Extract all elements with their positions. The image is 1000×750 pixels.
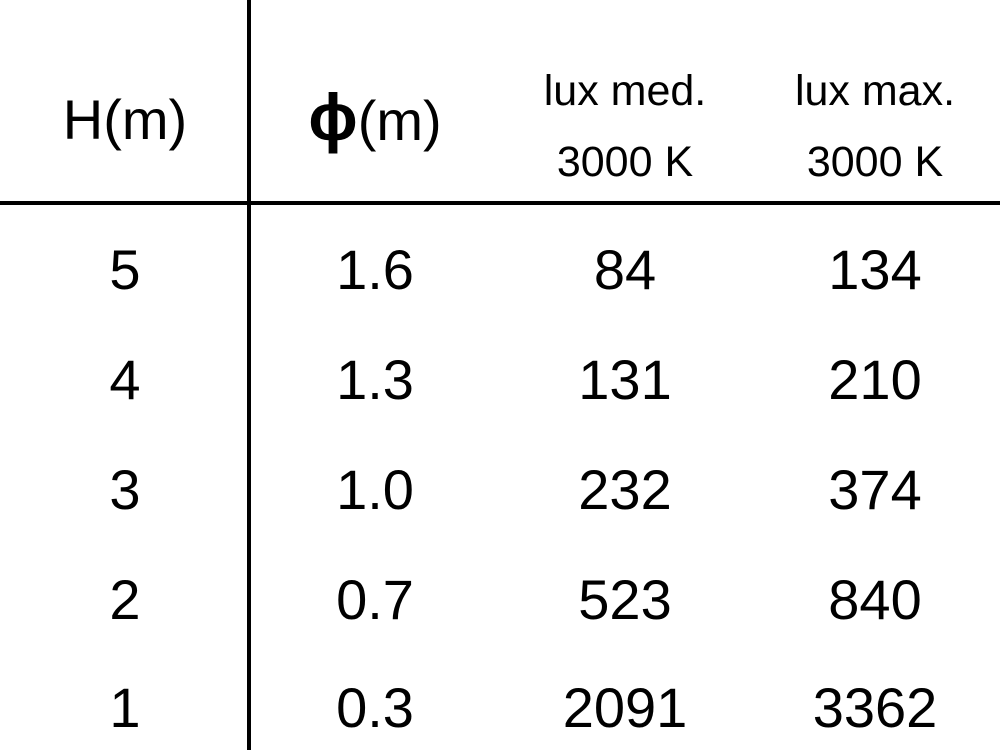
cell-lux-max: 210	[828, 348, 922, 411]
header-lux-max: lux max.	[794, 67, 956, 115]
cell-lux-med: 2091	[562, 676, 688, 739]
header-divider	[0, 201, 1000, 205]
header-lux-med: lux med.	[543, 67, 707, 115]
cell-lux-med: 232	[578, 458, 672, 521]
header-diameter-unit: (m)	[357, 89, 442, 152]
cell-height: 3	[109, 458, 141, 521]
cell-height: 4	[109, 348, 141, 411]
header-height: H(m)	[62, 88, 188, 151]
header-lux-max-temp: 3000 K	[806, 138, 944, 186]
cell-lux-med: 523	[578, 568, 672, 631]
cell-diameter: 1.3	[336, 348, 414, 411]
header-diameter: ϕ(m)	[250, 84, 500, 150]
phi-symbol: ϕ	[308, 80, 358, 154]
cell-lux-max: 374	[828, 458, 922, 521]
cell-height: 2	[109, 568, 141, 631]
cell-lux-med: 84	[593, 238, 657, 301]
header-lux-med-temp: 3000 K	[556, 138, 694, 186]
cell-diameter: 1.0	[336, 458, 414, 521]
cell-height: 5	[109, 238, 141, 301]
cell-lux-max: 134	[828, 238, 922, 301]
cell-diameter: 1.6	[336, 238, 414, 301]
cell-lux-med: 131	[578, 348, 672, 411]
cell-height: 1	[109, 676, 141, 739]
column-divider	[247, 0, 251, 750]
cell-diameter: 0.3	[336, 676, 414, 739]
cell-diameter: 0.7	[336, 568, 414, 631]
cell-lux-max: 3362	[812, 676, 938, 739]
cell-lux-max: 840	[828, 568, 922, 631]
